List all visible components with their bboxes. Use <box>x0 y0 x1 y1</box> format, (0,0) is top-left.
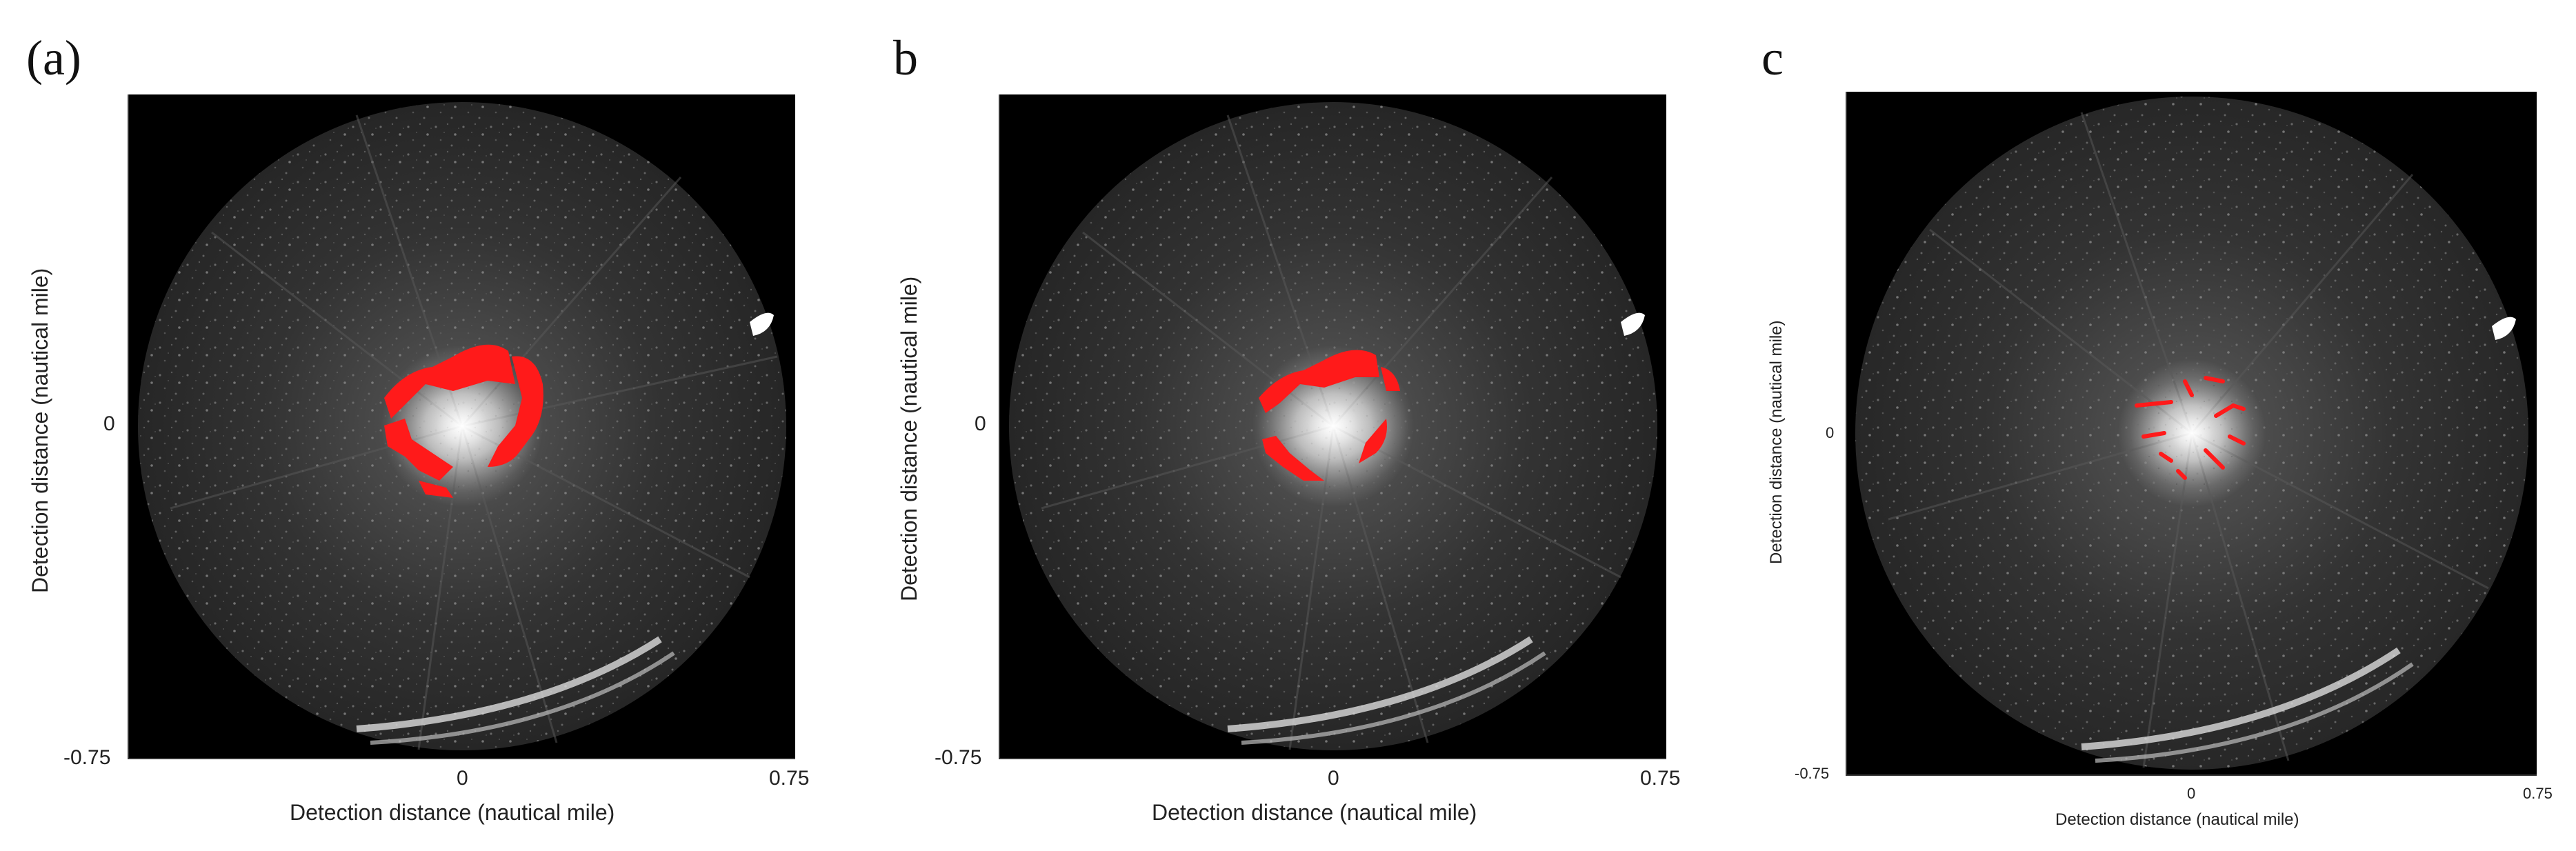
sea-clutter-arc <box>356 636 662 732</box>
y-tick-0: 0 <box>1826 424 1835 441</box>
panel-c: c <box>1717 0 2576 851</box>
y-tick-min: -0.75 <box>63 746 111 769</box>
radar-image <box>1847 92 2537 774</box>
y-axis-title: Detection distance (nautical mile) <box>28 268 52 593</box>
sea-clutter-arc <box>1227 636 1533 732</box>
y-axis-title: Detection distance (nautical mile) <box>897 276 921 601</box>
y-tick-0: 0 <box>103 412 115 435</box>
y-axis-line <box>1846 92 1847 776</box>
x-axis-title: Detection distance (nautical mile) <box>2055 810 2299 829</box>
clutter-overlay <box>384 344 543 498</box>
x-tick-max: 0.75 <box>769 767 810 790</box>
y-tick-min: -0.75 <box>935 746 982 769</box>
y-axis-line <box>999 94 1000 759</box>
target-echo <box>2492 317 2516 340</box>
x-axis-title: Detection distance (nautical mile) <box>290 800 615 825</box>
panel-label: (a) <box>26 30 81 86</box>
y-tick-min: -0.75 <box>1795 765 1830 782</box>
x-tick-max: 0.75 <box>1640 767 1681 790</box>
x-tick-0: 0 <box>457 767 468 790</box>
radar-image <box>1000 94 1666 758</box>
sea-clutter-arc <box>2081 647 2401 750</box>
x-axis-line <box>129 758 795 759</box>
target-echo <box>1621 312 1645 336</box>
radar-display <box>138 102 786 750</box>
panel-label: b <box>893 30 918 86</box>
x-tick-max: 0.75 <box>2523 785 2553 802</box>
clutter-overlay <box>2135 376 2246 480</box>
radar-image <box>129 94 795 758</box>
radar-display <box>1009 102 1657 750</box>
x-tick-0: 0 <box>1328 767 1339 790</box>
x-axis-line <box>1847 774 2537 776</box>
y-axis-line <box>128 94 129 759</box>
radar-display <box>1855 97 2528 770</box>
panel-a: (a) <box>0 0 859 851</box>
clutter-overlay <box>1259 350 1400 481</box>
x-axis-title: Detection distance (nautical mile) <box>1152 800 1477 825</box>
y-tick-0: 0 <box>975 412 986 435</box>
panel-label: c <box>1761 30 1784 86</box>
panel-b: b <box>859 0 1717 851</box>
y-axis-title: Detection distance (nautical mile) <box>1767 320 1786 565</box>
x-tick-0: 0 <box>2187 785 2196 802</box>
target-echo <box>750 312 774 336</box>
x-axis-line <box>1000 758 1666 759</box>
